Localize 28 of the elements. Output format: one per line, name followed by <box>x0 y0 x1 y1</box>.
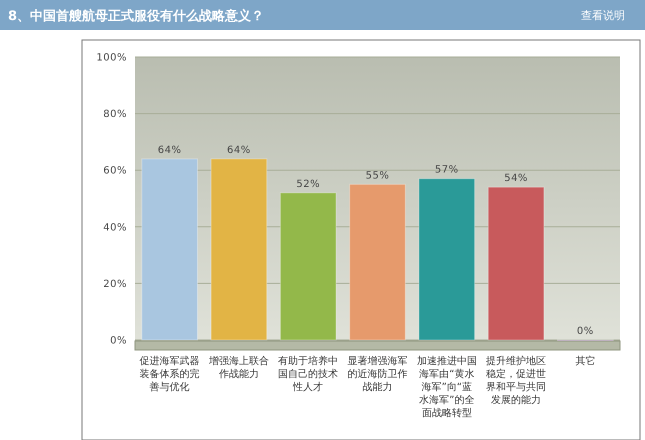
bar <box>488 186 544 340</box>
x-tick-label: 加速推进中国海军由“黄水海军”向“蓝水海军”的全面战略转型 <box>416 355 477 419</box>
x-tick-label: 显著增强海军的近海防卫作战能力 <box>348 355 408 393</box>
x-tick-label: 提升维护地区稳定，促进世界和平与共同发展的能力 <box>486 355 546 406</box>
bar <box>210 158 268 340</box>
bar <box>141 158 198 340</box>
y-tick-label: 80% <box>103 109 127 120</box>
chart-title: 8、中国首艘航母正式服役有什么战略意义？ <box>8 8 264 24</box>
data-label: 52% <box>296 178 320 190</box>
x-tick-label: 促进海军武器装备体系的完善与优化 <box>140 355 200 393</box>
data-label: 0% <box>576 326 594 337</box>
bar <box>280 192 337 340</box>
data-label: 64% <box>227 144 251 156</box>
x-tick-label: 有助于培养中国自己的技术性人才 <box>278 355 338 393</box>
data-label: 57% <box>434 164 459 176</box>
y-tick-label: 40% <box>103 222 127 234</box>
bar <box>349 184 406 340</box>
x-tick-label: 增强海上联合作战能力 <box>208 355 269 380</box>
y-tick-label: 20% <box>103 278 127 290</box>
x-tick-label: 其它 <box>575 355 596 367</box>
y-tick-label: 60% <box>103 166 127 177</box>
y-tick-label: 0% <box>110 336 127 346</box>
data-label: 55% <box>366 170 390 182</box>
bar <box>418 178 476 340</box>
y-tick-label: 100% <box>96 52 127 64</box>
data-label: 54% <box>504 173 528 184</box>
text: 查看说明 <box>581 9 625 22</box>
data-label: 64% <box>158 144 182 156</box>
